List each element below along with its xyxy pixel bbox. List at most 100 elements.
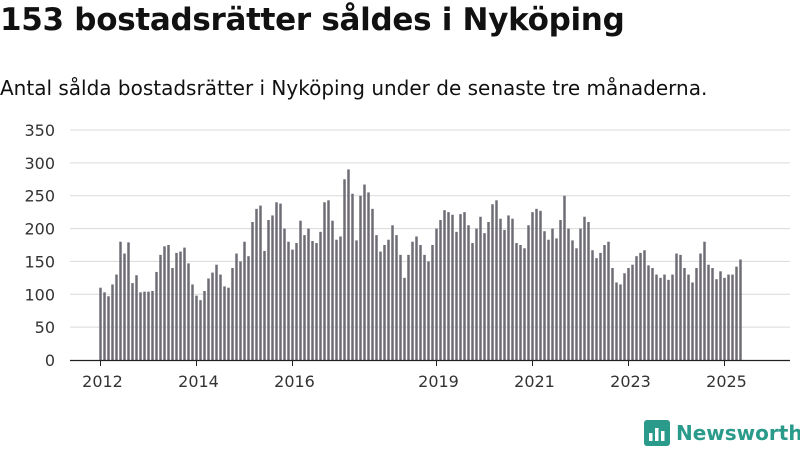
bar xyxy=(703,241,706,360)
bar xyxy=(595,258,598,360)
bar xyxy=(199,300,202,360)
bar xyxy=(559,220,562,360)
bar xyxy=(539,210,542,360)
bar xyxy=(583,216,586,360)
brand-name: Newsworthy xyxy=(676,421,800,445)
bar xyxy=(711,268,714,360)
bar xyxy=(235,253,238,360)
bar xyxy=(127,242,130,360)
bar xyxy=(451,214,454,360)
bar xyxy=(283,228,286,360)
bar xyxy=(439,220,442,360)
bar xyxy=(331,220,334,360)
bar xyxy=(299,220,302,360)
bar xyxy=(183,247,186,360)
bar xyxy=(219,274,222,360)
bar xyxy=(335,239,338,360)
bar xyxy=(163,246,166,360)
bar xyxy=(707,264,710,360)
bar xyxy=(395,235,398,360)
bar xyxy=(535,208,538,360)
y-tick-label: 350 xyxy=(24,121,55,140)
bar xyxy=(323,202,326,360)
chart-title: 153 bostadsrätter såldes i Nyköping xyxy=(0,2,625,38)
bar xyxy=(627,268,630,360)
bar xyxy=(455,231,458,360)
bar xyxy=(459,214,462,360)
bar xyxy=(479,216,482,360)
bar xyxy=(383,245,386,360)
chart-subtitle: Antal sålda bostadsrätter i Nyköping und… xyxy=(0,76,708,100)
x-tick-label: 2016 xyxy=(274,372,315,391)
bar xyxy=(563,195,566,360)
bar xyxy=(139,292,142,360)
bar xyxy=(427,261,430,360)
bar xyxy=(327,200,330,360)
bar xyxy=(667,279,670,360)
bar xyxy=(243,241,246,360)
bar xyxy=(203,291,206,360)
bar xyxy=(523,248,526,360)
bar xyxy=(639,252,642,360)
bar xyxy=(671,274,674,360)
bar xyxy=(687,274,690,360)
bar xyxy=(431,245,434,360)
bar xyxy=(271,215,274,360)
bar xyxy=(207,278,210,360)
bar xyxy=(375,235,378,360)
bar xyxy=(611,268,614,360)
bar xyxy=(295,243,298,360)
bar xyxy=(155,271,158,360)
bar xyxy=(251,222,254,360)
bar xyxy=(695,268,698,360)
bar xyxy=(399,254,402,360)
bar xyxy=(287,241,290,360)
bar xyxy=(307,228,310,360)
highlight-value-label: 153 xyxy=(732,0,764,5)
bar xyxy=(259,205,262,360)
bar xyxy=(359,195,362,360)
x-tick-label: 2023 xyxy=(610,372,651,391)
bar xyxy=(571,240,574,360)
bar xyxy=(607,241,610,360)
bar xyxy=(587,222,590,360)
bar xyxy=(339,236,342,360)
x-tick-label: 2014 xyxy=(178,372,219,391)
bar xyxy=(231,268,234,360)
bar xyxy=(467,225,470,360)
bar xyxy=(499,218,502,360)
bar xyxy=(99,287,102,360)
bar xyxy=(255,208,258,360)
bar xyxy=(119,241,122,360)
bar xyxy=(367,192,370,360)
y-tick-label: 250 xyxy=(24,187,55,206)
bar xyxy=(371,208,374,360)
bar xyxy=(679,254,682,360)
bar xyxy=(111,284,114,360)
bar xyxy=(319,231,322,360)
bar xyxy=(567,228,570,360)
bar xyxy=(147,291,150,360)
bar xyxy=(263,250,266,360)
bar xyxy=(171,268,174,360)
bar xyxy=(407,254,410,360)
bar xyxy=(143,291,146,360)
bar xyxy=(211,272,214,360)
bar xyxy=(159,254,162,360)
bar xyxy=(531,212,534,360)
bar xyxy=(739,259,742,360)
y-tick-label: 50 xyxy=(35,318,55,337)
bar xyxy=(387,239,390,360)
bar xyxy=(631,264,634,360)
bar xyxy=(435,228,438,360)
bar xyxy=(423,254,426,360)
bar xyxy=(291,249,294,360)
bar xyxy=(519,245,522,360)
y-tick-label: 150 xyxy=(24,252,55,271)
bar xyxy=(635,256,638,360)
bar xyxy=(239,261,242,360)
bar xyxy=(347,169,350,360)
bar xyxy=(727,274,730,360)
bar xyxy=(579,228,582,360)
